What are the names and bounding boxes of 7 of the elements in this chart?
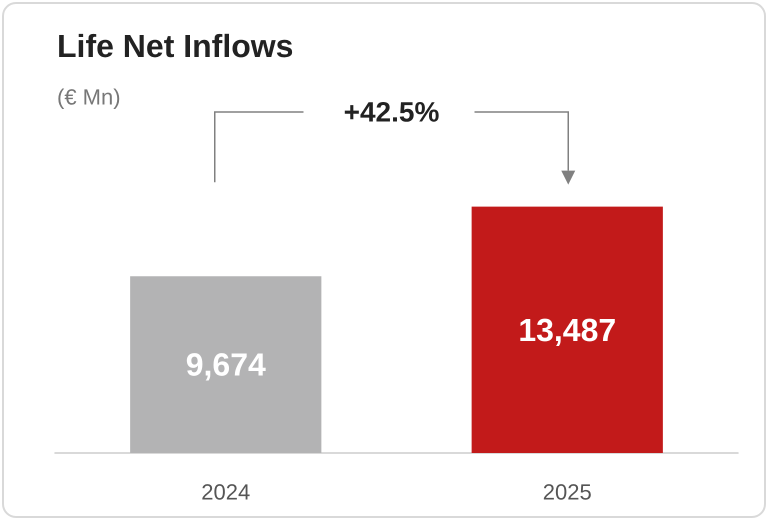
x-tick-label: 2024 <box>201 480 250 504</box>
chart-subtitle: (€ Mn) <box>57 84 121 110</box>
chart-title: Life Net Inflows <box>57 28 294 64</box>
text: +42.5% <box>344 96 440 128</box>
data-label: 9,674 <box>186 346 266 383</box>
x-tick-label: 2025 <box>542 480 592 504</box>
data-label: 13,487 <box>518 312 616 348</box>
